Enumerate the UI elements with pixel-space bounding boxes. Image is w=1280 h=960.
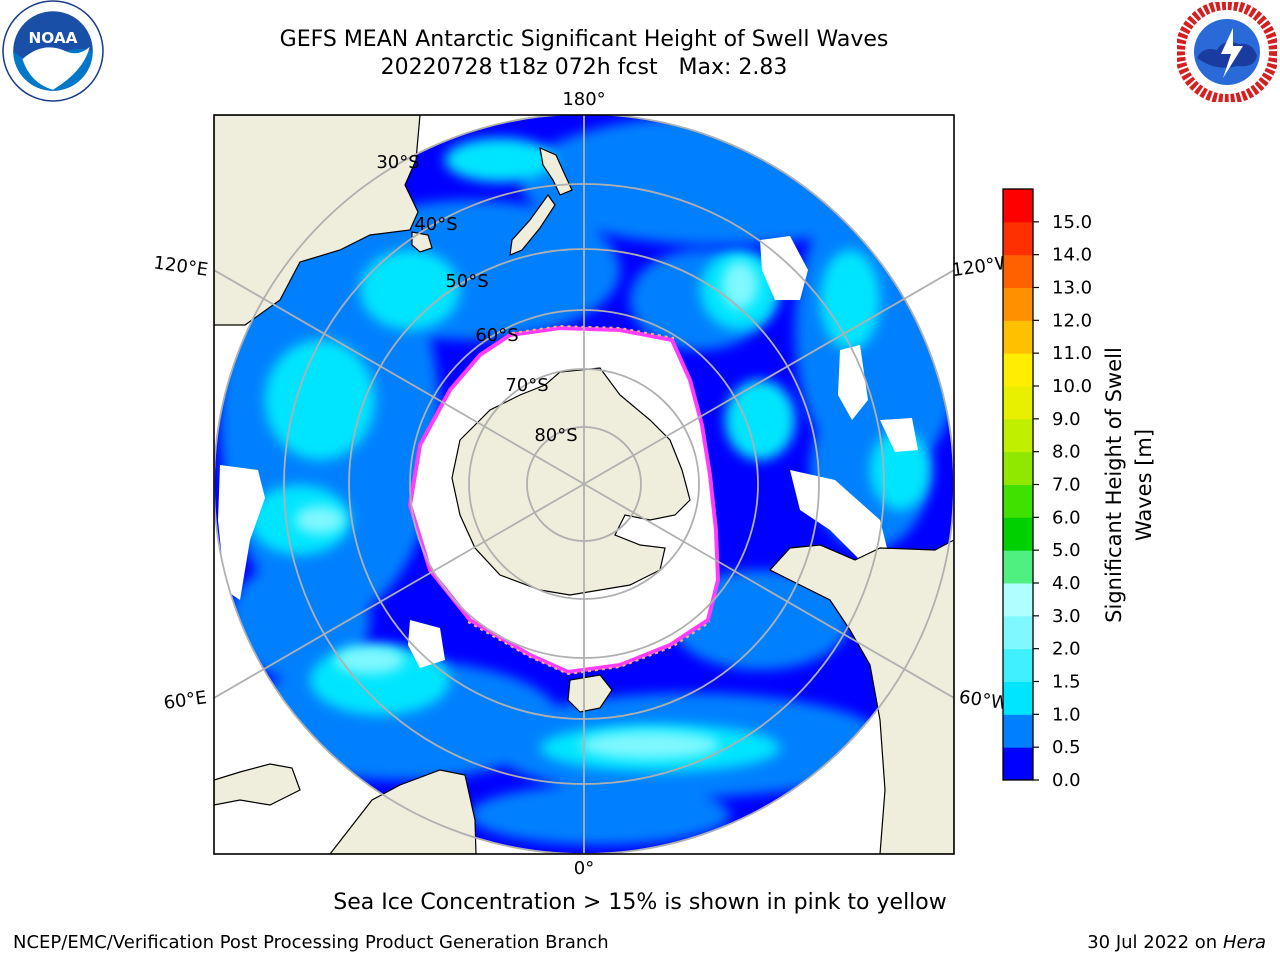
colorbar-tick-label: 3.0 <box>1052 606 1081 627</box>
lat-label-70s: 70°S <box>505 375 548 396</box>
colorbar-swatch <box>1003 418 1033 453</box>
noaa-logo: NOAA <box>2 0 104 102</box>
lat-label-40s: 40°S <box>414 214 457 235</box>
colorbar-swatch <box>1003 254 1033 288</box>
colorbar-swatch <box>1003 615 1033 650</box>
colorbar-swatch <box>1003 747 1033 781</box>
colorbar-swatch <box>1003 517 1033 551</box>
colorbar-tick-label: 13.0 <box>1052 278 1092 299</box>
africa-land <box>329 769 477 854</box>
graticule <box>214 115 954 854</box>
footer-machine: Hera <box>1222 932 1266 953</box>
colorbar-label: Significant Height of Swell Waves [m] <box>1102 347 1156 623</box>
south-georgia-island <box>567 674 613 713</box>
colorbar-tick-label: 7.0 <box>1052 475 1081 496</box>
colorbar-swatch <box>1003 484 1033 518</box>
colorbar-tick-label: 2.0 <box>1052 639 1081 660</box>
colorbar-tick-label: 14.0 <box>1052 245 1092 266</box>
lat-label-60s: 60°S <box>475 325 518 346</box>
lon-label-180: 180° <box>562 89 605 110</box>
colorbar-tick-label: 8.0 <box>1052 442 1081 463</box>
colorbar-swatch <box>1003 583 1033 617</box>
colorbar-swatch <box>1003 550 1033 584</box>
south-america-land <box>769 539 954 854</box>
lat-label-50s: 50°S <box>445 271 488 292</box>
colorbar-swatch <box>1003 386 1033 420</box>
colorbar-swatch <box>1003 451 1033 485</box>
colorbar-tick-label: 12.0 <box>1052 310 1092 331</box>
colorbar-tick-label: 11.0 <box>1052 343 1092 364</box>
new-zealand-north <box>539 147 573 196</box>
new-zealand-south <box>509 193 556 256</box>
lon-label-60e: 60°E <box>162 687 208 714</box>
colorbar-tick-label: 1.5 <box>1052 672 1081 693</box>
colorbar-swatch <box>1003 648 1033 682</box>
footer-date: 30 Jul 2022 on Hera <box>1087 932 1266 953</box>
colorbar-swatch <box>1003 221 1033 256</box>
footer-date-text: 30 Jul 2022 on <box>1087 932 1223 953</box>
lon-label-60w: 60°W <box>958 687 1010 715</box>
noaa-logo-text: NOAA <box>28 29 77 47</box>
colorbar-swatch <box>1003 189 1033 223</box>
colorbar-tick-label: 1.0 <box>1052 704 1081 725</box>
colorbar-tick-label: 10.0 <box>1052 376 1092 397</box>
colorbar-swatch <box>1003 714 1033 748</box>
colorbar-swatch <box>1003 681 1033 715</box>
colorbar-swatch <box>1003 353 1033 387</box>
australia-land <box>214 115 421 326</box>
lat-label-30s: 30°S <box>376 152 419 173</box>
map-border <box>213 114 955 855</box>
lon-label-0: 0° <box>574 858 594 879</box>
tasmania-land <box>411 231 433 253</box>
colorbar-tick-label: 6.0 <box>1052 507 1081 528</box>
chart-title: GEFS MEAN Antarctic Significant Height o… <box>279 27 889 52</box>
nws-logo <box>1177 2 1277 102</box>
colorbar-swatch <box>1003 320 1033 354</box>
colorbar-tick-label: 15.0 <box>1052 212 1092 233</box>
colorbar-swatch <box>1003 287 1033 321</box>
colorbar-tick-label: 0.0 <box>1052 770 1081 791</box>
colorbar-tick-label: 0.5 <box>1052 737 1081 758</box>
map-frame-content <box>214 115 954 854</box>
lat-label-80s: 80°S <box>534 425 577 446</box>
madagascar-land <box>214 763 301 806</box>
colorbar-tick-label: 9.0 <box>1052 409 1081 430</box>
colorbar: 0.0 0.5 1.0 1.5 2.0 3.0 4.0 5.0 6.0 7.0 8.0 9.0 10.0… <box>1002 188 1092 791</box>
colorbar-tick-label: 5.0 <box>1052 540 1081 561</box>
lon-label-120e: 120°E <box>152 252 209 280</box>
sea-ice-caption: Sea Ice Concentration > 15% is shown in … <box>333 890 947 915</box>
chart-subtitle: 20220728 t18z 072h fcst Max: 2.83 <box>380 55 788 80</box>
footer-producer: NCEP/EMC/Verification Post Processing Pr… <box>13 932 609 953</box>
colorbar-tick-label: 4.0 <box>1052 573 1081 594</box>
